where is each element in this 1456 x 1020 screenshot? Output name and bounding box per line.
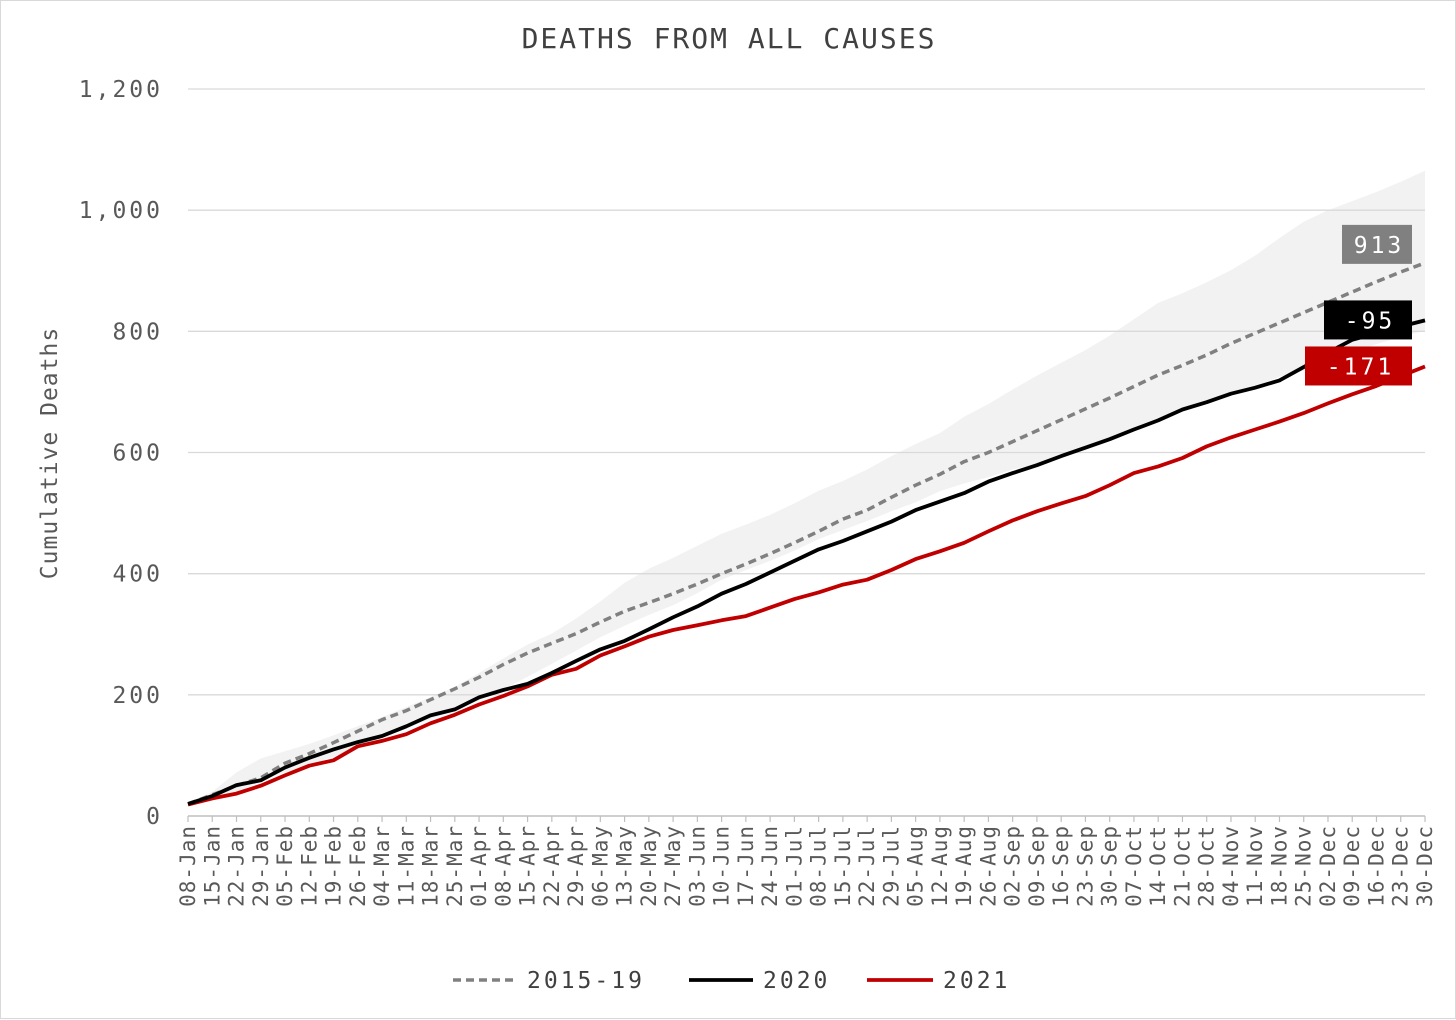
y-tick-label-1000: 1,000	[79, 198, 163, 224]
x-tick-label-15-apr: 15-Apr	[516, 825, 540, 907]
x-tick-label-15-jan: 15-Jan	[200, 825, 224, 907]
callout-2021: -171	[1305, 346, 1412, 386]
x-axis	[187, 815, 1426, 822]
x-tick-label-23-dec: 23-Dec	[1389, 825, 1413, 907]
x-tick-label-04-mar: 04-Mar	[370, 825, 394, 907]
x-tick-label-08-apr: 08-Apr	[491, 825, 515, 907]
x-tick-label-06-may: 06-May	[588, 825, 612, 907]
x-tick-label-09-sep: 09-Sep	[1025, 825, 1049, 907]
callout-label-2020: -95	[1345, 308, 1396, 334]
y-tick-label-800: 800	[112, 319, 163, 345]
x-tick-label-29-apr: 29-Apr	[564, 825, 588, 907]
x-tick-label-29-jan: 29-Jan	[249, 825, 273, 907]
y-axis-ticks: 0 200 400 600 800 1,000 1,200	[79, 77, 163, 830]
x-tick-label-12-feb: 12-Feb	[297, 825, 321, 907]
y-tick-label-400: 400	[112, 562, 163, 588]
x-tick-label-24-jun: 24-Jun	[758, 825, 782, 907]
x-tick-label-16-sep: 16-Sep	[1049, 825, 1073, 907]
x-tick-label-10-jun: 10-Jun	[710, 825, 734, 907]
callout-box-2020	[1324, 300, 1412, 340]
x-tick-label-03-jun: 03-Jun	[685, 825, 709, 907]
x-tick-label-04-nov: 04-Nov	[1219, 825, 1243, 907]
x-tick-label-30-sep: 30-Sep	[1098, 825, 1122, 907]
legend-label-2015-19: 2015-19	[527, 968, 645, 994]
series-line-2021	[187, 364, 1426, 807]
x-tick-label-27-may: 27-May	[661, 825, 685, 907]
x-tick-label-28-oct: 28-Oct	[1195, 825, 1219, 907]
range-band-layer	[188, 170, 1425, 806]
legend-label-2021: 2021	[943, 968, 1010, 994]
x-axis-ticks: 08-Jan 15-Jan 22-Jan 29-Jan 05-Feb 12-Feb 19-F…	[176, 825, 1437, 907]
x-tick-label-19-feb: 19-Feb	[322, 825, 346, 907]
callout-2020: -95	[1324, 300, 1412, 340]
series-lines	[187, 261, 1426, 807]
x-tick-label-26-feb: 26-Feb	[346, 825, 370, 907]
x-tick-label-26-aug: 26-Aug	[976, 825, 1000, 907]
x-tick-label-11-nov: 11-Nov	[1243, 825, 1267, 907]
x-tick-label-12-aug: 12-Aug	[928, 825, 952, 907]
x-tick-label-29-jul: 29-Jul	[879, 825, 903, 907]
y-tick-label-0: 0	[146, 804, 163, 830]
x-tick-label-15-jul: 15-Jul	[831, 825, 855, 907]
legend-item-2020: 2020	[689, 968, 830, 994]
x-tick-label-22-jul: 22-Jul	[855, 825, 879, 907]
x-tick-label-11-mar: 11-Mar	[394, 825, 418, 907]
x-tick-label-18-mar: 18-Mar	[419, 825, 443, 907]
x-tick-label-07-oct: 07-Oct	[1122, 825, 1146, 907]
x-tick-label-08-jul: 08-Jul	[807, 825, 831, 907]
range-band	[188, 170, 1425, 806]
callout-box-2015-19	[1342, 224, 1412, 264]
x-tick-label-20-may: 20-May	[637, 825, 661, 907]
x-tick-label-25-mar: 25-Mar	[443, 825, 467, 907]
series-line-2020	[187, 318, 1426, 806]
x-tick-label-05-aug: 05-Aug	[904, 825, 928, 907]
gridlines	[188, 88, 1425, 696]
x-tick-label-23-sep: 23-Sep	[1073, 825, 1097, 907]
callout-label-2015-19: 913	[1354, 233, 1405, 259]
callout-2015-19: 913	[1342, 224, 1412, 264]
legend: 2015-19 2020 2021	[453, 968, 1010, 994]
x-tick-label-14-oct: 14-Oct	[1146, 825, 1170, 907]
y-axis-label: Cumulative Deaths	[37, 327, 63, 579]
x-tick-label-30-dec: 30-Dec	[1413, 825, 1437, 907]
x-tick-label-05-feb: 05-Feb	[273, 825, 297, 907]
x-tick-label-17-jun: 17-Jun	[734, 825, 758, 907]
x-tick-label-22-jan: 22-Jan	[225, 825, 249, 907]
x-tick-label-08-jan: 08-Jan	[176, 825, 200, 907]
x-tick-label-01-jul: 01-Jul	[782, 825, 806, 907]
x-tick-label-22-apr: 22-Apr	[540, 825, 564, 907]
end-callouts: 913 -95 -171	[1305, 224, 1412, 386]
x-tick-label-21-oct: 21-Oct	[1171, 825, 1195, 907]
legend-item-2021: 2021	[867, 968, 1010, 994]
series-line-2015-19	[187, 261, 1426, 806]
x-tick-label-01-apr: 01-Apr	[467, 825, 491, 907]
x-tick-label-09-dec: 09-Dec	[1340, 825, 1364, 907]
x-tick-label-13-may: 13-May	[613, 825, 637, 907]
x-tick-label-18-nov: 18-Nov	[1268, 825, 1292, 907]
callout-box-2021	[1305, 346, 1412, 386]
x-tick-label-02-dec: 02-Dec	[1316, 825, 1340, 907]
x-tick-label-19-aug: 19-Aug	[952, 825, 976, 907]
y-tick-label-200: 200	[112, 683, 163, 709]
x-tick-label-16-dec: 16-Dec	[1365, 825, 1389, 907]
x-tick-label-25-nov: 25-Nov	[1292, 825, 1316, 907]
legend-label-2020: 2020	[763, 968, 830, 994]
chart-title: DEATHS FROM ALL CAUSES	[522, 22, 937, 55]
y-tick-label-1200: 1,200	[79, 77, 163, 103]
callout-label-2021: -171	[1327, 354, 1394, 380]
legend-item-2015-19: 2015-19	[453, 968, 645, 994]
y-tick-label-600: 600	[112, 441, 163, 467]
x-tick-label-02-sep: 02-Sep	[1001, 825, 1025, 907]
